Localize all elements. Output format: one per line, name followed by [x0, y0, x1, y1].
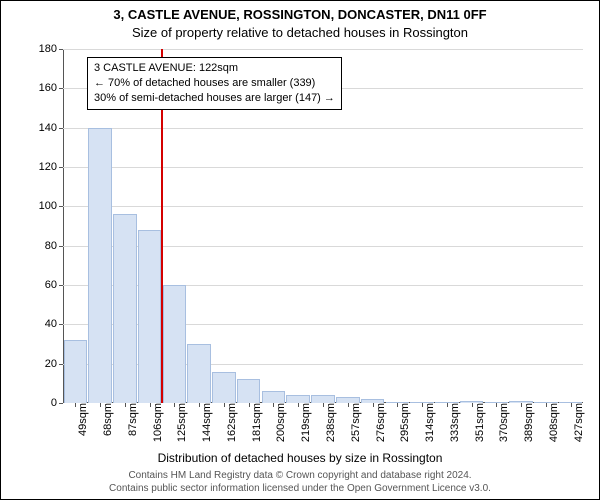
x-tick-label: 389sqm	[517, 403, 535, 442]
x-tick-label: 49sqm	[71, 403, 89, 436]
bar	[262, 391, 286, 403]
x-tick-label: 276sqm	[369, 403, 387, 442]
chart-container: 3, CASTLE AVENUE, ROSSINGTON, DONCASTER,…	[0, 0, 600, 500]
footer: Contains HM Land Registry data © Crown c…	[1, 469, 599, 495]
annotation-box: 3 CASTLE AVENUE: 122sqm ← 70% of detache…	[87, 57, 342, 110]
bar	[286, 395, 310, 403]
x-tick-label: 257sqm	[344, 403, 362, 442]
x-tick-label: 162sqm	[220, 403, 238, 442]
y-tick-label: 140	[39, 122, 63, 134]
bar	[187, 344, 211, 403]
x-tick-label: 106sqm	[146, 403, 164, 442]
x-tick-label: 68sqm	[96, 403, 114, 436]
chart-title-line2: Size of property relative to detached ho…	[1, 25, 599, 40]
x-tick-label: 333sqm	[443, 403, 461, 442]
x-axis-label: Distribution of detached houses by size …	[1, 451, 599, 465]
bar	[113, 214, 137, 403]
x-tick-label: 200sqm	[269, 403, 287, 442]
x-tick-label: 314sqm	[418, 403, 436, 442]
x-tick-label: 238sqm	[319, 403, 337, 442]
annotation-line3: 30% of semi-detached houses are larger (…	[94, 91, 335, 106]
annotation-line2: ← 70% of detached houses are smaller (33…	[94, 76, 335, 91]
x-tick-label: 87sqm	[121, 403, 139, 436]
x-tick-label: 427sqm	[567, 403, 585, 442]
bar	[311, 395, 335, 403]
bar	[237, 379, 261, 403]
y-tick-label: 120	[39, 161, 63, 173]
y-tick-label: 100	[39, 200, 63, 212]
chart-title-line1: 3, CASTLE AVENUE, ROSSINGTON, DONCASTER,…	[1, 7, 599, 22]
x-tick-label: 219sqm	[294, 403, 312, 442]
plot-area: 020406080100120140160180 49sqm68sqm87sqm…	[63, 49, 583, 403]
bar	[138, 230, 162, 403]
footer-line1: Contains HM Land Registry data © Crown c…	[1, 469, 599, 482]
bar	[163, 285, 187, 403]
y-tick-label: 0	[51, 397, 63, 409]
y-tick-label: 40	[45, 318, 63, 330]
bar	[88, 128, 112, 403]
x-tick-label: 295sqm	[393, 403, 411, 442]
bar	[212, 372, 236, 403]
x-tick-label: 125sqm	[170, 403, 188, 442]
y-tick-label: 160	[39, 82, 63, 94]
annotation-line1: 3 CASTLE AVENUE: 122sqm	[94, 61, 335, 76]
bar	[64, 340, 88, 403]
y-tick-label: 80	[45, 240, 63, 252]
x-tick-label: 181sqm	[245, 403, 263, 442]
x-tick-label: 144sqm	[195, 403, 213, 442]
y-tick-label: 60	[45, 279, 63, 291]
footer-line2: Contains public sector information licen…	[1, 482, 599, 495]
y-tick-label: 20	[45, 358, 63, 370]
y-tick-label: 180	[39, 43, 63, 55]
x-tick-label: 351sqm	[468, 403, 486, 442]
x-tick-label: 408sqm	[542, 403, 560, 442]
x-tick-label: 370sqm	[492, 403, 510, 442]
